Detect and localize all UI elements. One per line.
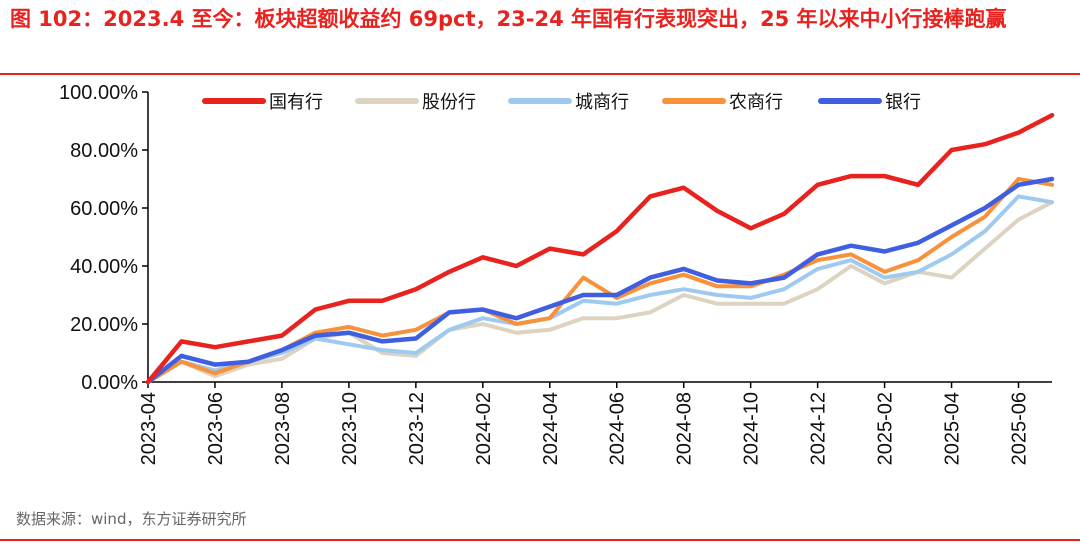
series-line-2 [146, 194, 1054, 384]
series-layer [145, 112, 1055, 385]
series-line-4 [145, 176, 1055, 385]
x-tick-label: 2023-12 [406, 392, 428, 465]
y-tick-label: 20.00% [70, 314, 138, 336]
x-tick-label: 2023-10 [339, 392, 361, 465]
x-tick-label: 2025-04 [942, 392, 964, 465]
x-tick-label: 2024-06 [607, 392, 629, 465]
legend-label: 农商行 [729, 92, 783, 113]
y-tick-label: 60.00% [70, 198, 138, 220]
axes-layer: 0.00% 20.00% 40.00% 60.00% 80.00% 100.00% 2023… [59, 82, 1052, 465]
legend-label: 城商行 [575, 92, 629, 113]
series-line-1 [146, 200, 1054, 384]
legend-label: 国有行 [269, 92, 323, 113]
y-tick-label: 100.00% [59, 82, 138, 104]
y-tick-label: 40.00% [70, 256, 138, 278]
title-divider [0, 73, 1080, 75]
y-tick-label: 80.00% [70, 140, 138, 162]
x-tick-label: 2023-06 [205, 392, 227, 465]
y-tick-label: 0.00% [81, 372, 138, 394]
x-tick-label: 2024-10 [741, 392, 763, 465]
bottom-divider [0, 539, 1080, 541]
x-tick-label: 2023-08 [272, 392, 294, 465]
x-tick-label: 2025-02 [875, 392, 897, 465]
x-tick-label: 2024-04 [540, 392, 562, 465]
x-tick-label: 2024-02 [473, 392, 495, 465]
line-chart: 0.00% 20.00% 40.00% 60.00% 80.00% 100.00% 2023… [59, 82, 1055, 465]
legend: 国有行 股份行 城商行 农商行 银行 [202, 92, 921, 113]
legend-label: 银行 [885, 92, 921, 113]
legend-label: 股份行 [422, 92, 476, 113]
series-line-0 [145, 112, 1055, 385]
chart-title: 图 102：2023.4 至今：板块超额收益约 69pct，23-24 年国有行… [10, 7, 1007, 31]
x-tick-label: 2024-12 [808, 392, 830, 465]
x-tick-label: 2024-08 [674, 392, 696, 465]
source-note: 数据来源：wind，东方证券研究所 [16, 510, 247, 528]
x-tick-label: 2025-06 [1009, 392, 1031, 465]
x-tick-label: 2023-04 [138, 392, 160, 465]
